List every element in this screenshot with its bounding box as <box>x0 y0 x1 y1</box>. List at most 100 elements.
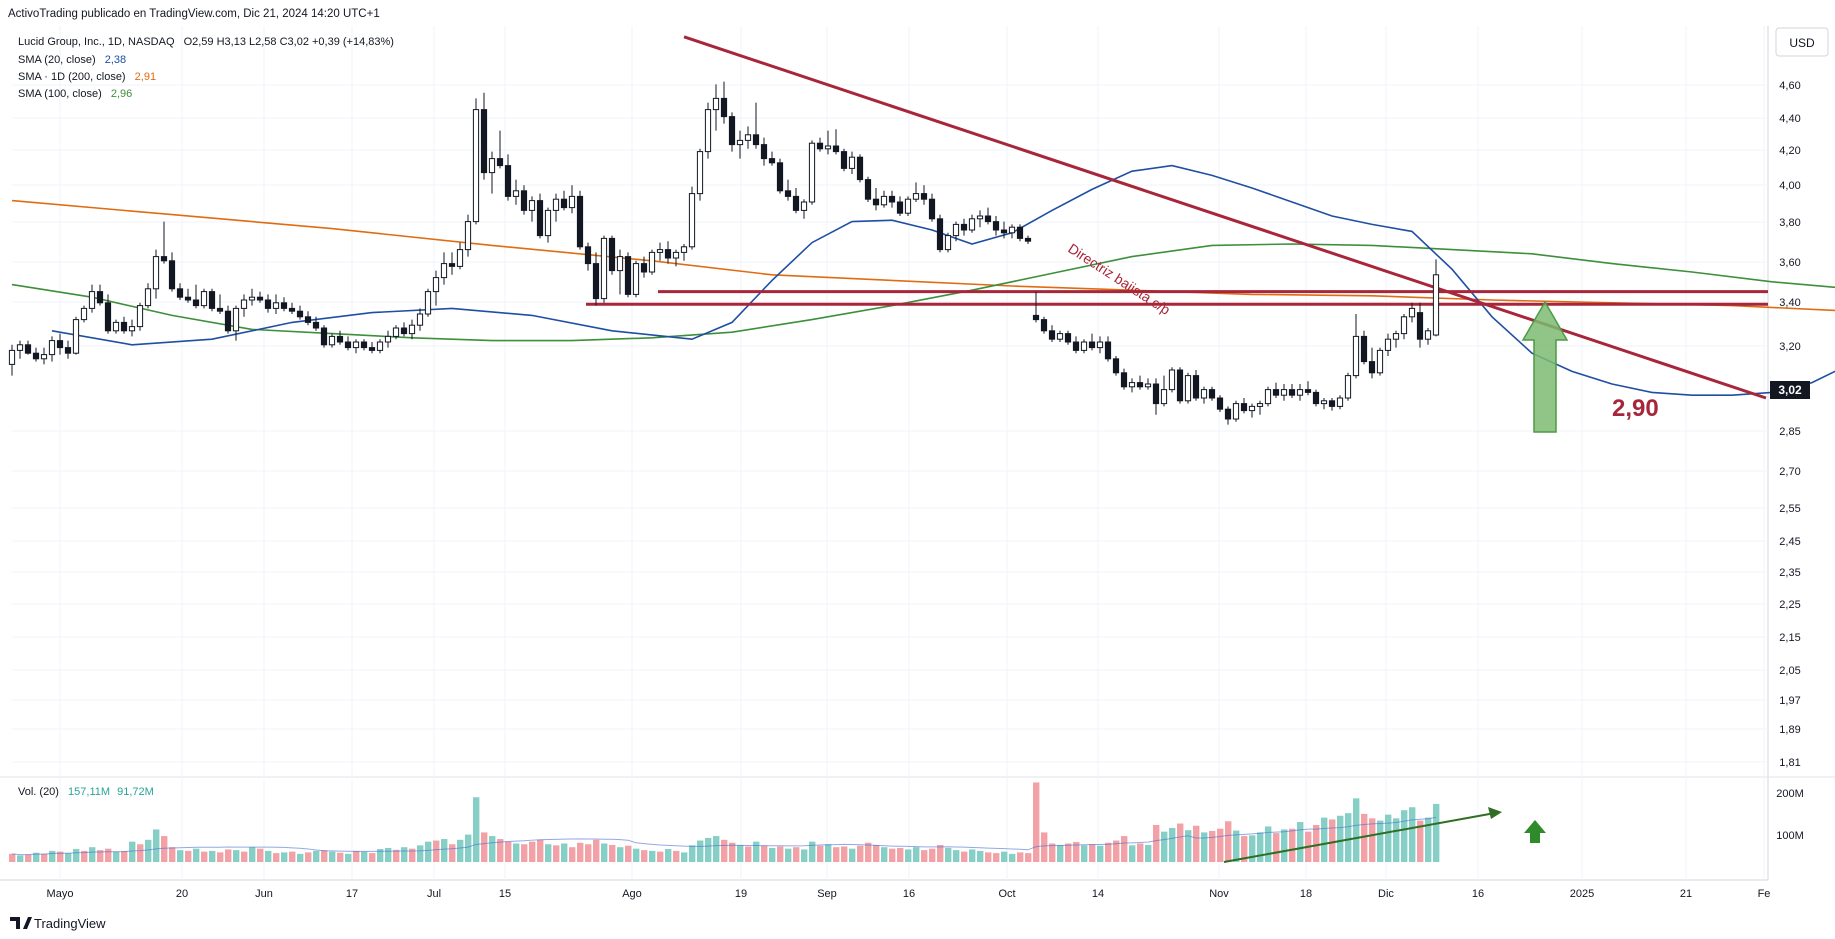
candle-body <box>272 302 280 309</box>
currency-selector[interactable] <box>1775 27 1829 57</box>
candle-body <box>904 198 912 214</box>
candle-body <box>344 341 352 349</box>
candle-body <box>1312 391 1320 405</box>
volume-bar <box>569 847 576 862</box>
candle-body <box>840 151 848 169</box>
price-tick-14: 2,25 <box>1779 599 1800 611</box>
candle-body <box>208 291 216 309</box>
candle-body <box>976 215 984 220</box>
volume-bar <box>641 850 648 862</box>
volume-bar <box>185 850 192 862</box>
candle-body <box>104 302 112 332</box>
symbol-title[interactable]: Lucid Group, Inc., 1D, NASDAQ O2,59 H3,1… <box>18 36 394 48</box>
candle-body <box>920 193 928 200</box>
volume-bar <box>673 850 680 862</box>
volume-bar <box>593 839 600 862</box>
volume-bar <box>513 843 520 862</box>
volume-bar <box>761 845 768 862</box>
volume-bar <box>201 851 208 862</box>
candle-body <box>672 251 680 259</box>
candle-body <box>816 142 824 150</box>
price-tick-3: 4,00 <box>1779 180 1800 192</box>
volume-bar <box>1105 842 1112 862</box>
time-tick-2: Jun <box>255 888 273 900</box>
candle-body <box>1304 389 1312 393</box>
candle-body <box>288 307 296 312</box>
candle-body <box>968 218 976 231</box>
candle-body <box>856 156 864 181</box>
price-tick-13: 2,35 <box>1779 567 1800 579</box>
volume-bar <box>1113 840 1120 862</box>
volume-bar <box>873 844 880 862</box>
volume-bar <box>1353 798 1360 862</box>
sma200-legend[interactable]: SMA · 1D (200, close) 2,91 <box>18 71 156 83</box>
time-tick-11: 14 <box>1092 888 1104 900</box>
candle-body <box>296 310 304 318</box>
candle-body <box>1392 333 1400 340</box>
candle-body <box>1384 338 1392 351</box>
volume-bar <box>65 853 72 862</box>
volume-bar <box>1193 825 1200 862</box>
candle-body <box>392 327 400 337</box>
candle-body <box>776 162 784 192</box>
time-tick-3: 17 <box>346 888 358 900</box>
candle-body <box>152 256 160 290</box>
candle-body <box>456 249 464 267</box>
candle-body <box>1280 389 1288 396</box>
candle-body <box>1160 389 1168 405</box>
candle-body <box>368 347 376 351</box>
price-tick-5: 3,60 <box>1779 257 1800 269</box>
volume-bar <box>1409 807 1416 862</box>
volume-bar <box>361 851 368 862</box>
volume-bar <box>281 852 288 862</box>
candle-body <box>784 190 792 197</box>
tradingview-logo[interactable]: TradingView <box>10 916 106 931</box>
candle-body <box>432 277 440 293</box>
volume-bar <box>857 845 864 862</box>
volume-bar <box>353 850 360 862</box>
candle-body <box>560 198 568 209</box>
candle-body <box>1408 307 1416 318</box>
candle-body <box>1200 389 1208 399</box>
candle-body <box>1360 335 1368 363</box>
volume-bar <box>601 843 608 862</box>
volume-bar <box>137 844 144 862</box>
candle-body <box>400 327 408 335</box>
bearish-trendline[interactable] <box>683 35 1767 400</box>
candle-body <box>704 109 712 153</box>
volume-bar <box>617 847 624 862</box>
time-axis: Mayo 20 Jun 17 Jul 15 Ago 19 Sep 16 Oct 14 Nov 18 Dic 1… <box>47 888 1771 900</box>
volume-bar <box>345 853 352 862</box>
volume-bar <box>737 844 744 862</box>
price-tick-4: 3,80 <box>1779 217 1800 229</box>
volume-legend[interactable]: Vol. (20) 157,11M 91,72M <box>18 786 154 798</box>
trendline[interactable] <box>683 35 1767 400</box>
sma20-legend[interactable]: SMA (20, close) 2,38 <box>18 54 126 66</box>
candle-body <box>416 313 424 326</box>
price-tick-11: 2,55 <box>1779 503 1800 515</box>
candle-body <box>1152 383 1160 405</box>
candle-body <box>264 299 272 309</box>
candle-body <box>176 288 184 298</box>
volume-bar <box>945 847 952 862</box>
candle-body <box>848 156 856 169</box>
candle-body <box>1096 341 1104 349</box>
volume-bar <box>1313 825 1320 862</box>
candle-body <box>752 134 760 146</box>
candle-body <box>1040 319 1048 332</box>
volume-bar <box>969 849 976 862</box>
volume-bar <box>433 840 440 862</box>
volume-bar <box>177 850 184 862</box>
volume-bar <box>473 797 480 862</box>
volume-bar <box>129 841 136 862</box>
sma100-legend[interactable]: SMA (100, close) 2,96 <box>18 88 132 100</box>
candle-body <box>1136 382 1144 388</box>
candle-body <box>984 215 992 223</box>
sma100-legend-label: SMA (100, close) <box>18 88 102 100</box>
volume-bar <box>1233 830 1240 862</box>
volume-bar <box>937 844 944 862</box>
volume-bar <box>705 837 712 862</box>
candle-body <box>88 291 96 309</box>
time-tick-18: Fe <box>1758 888 1771 900</box>
